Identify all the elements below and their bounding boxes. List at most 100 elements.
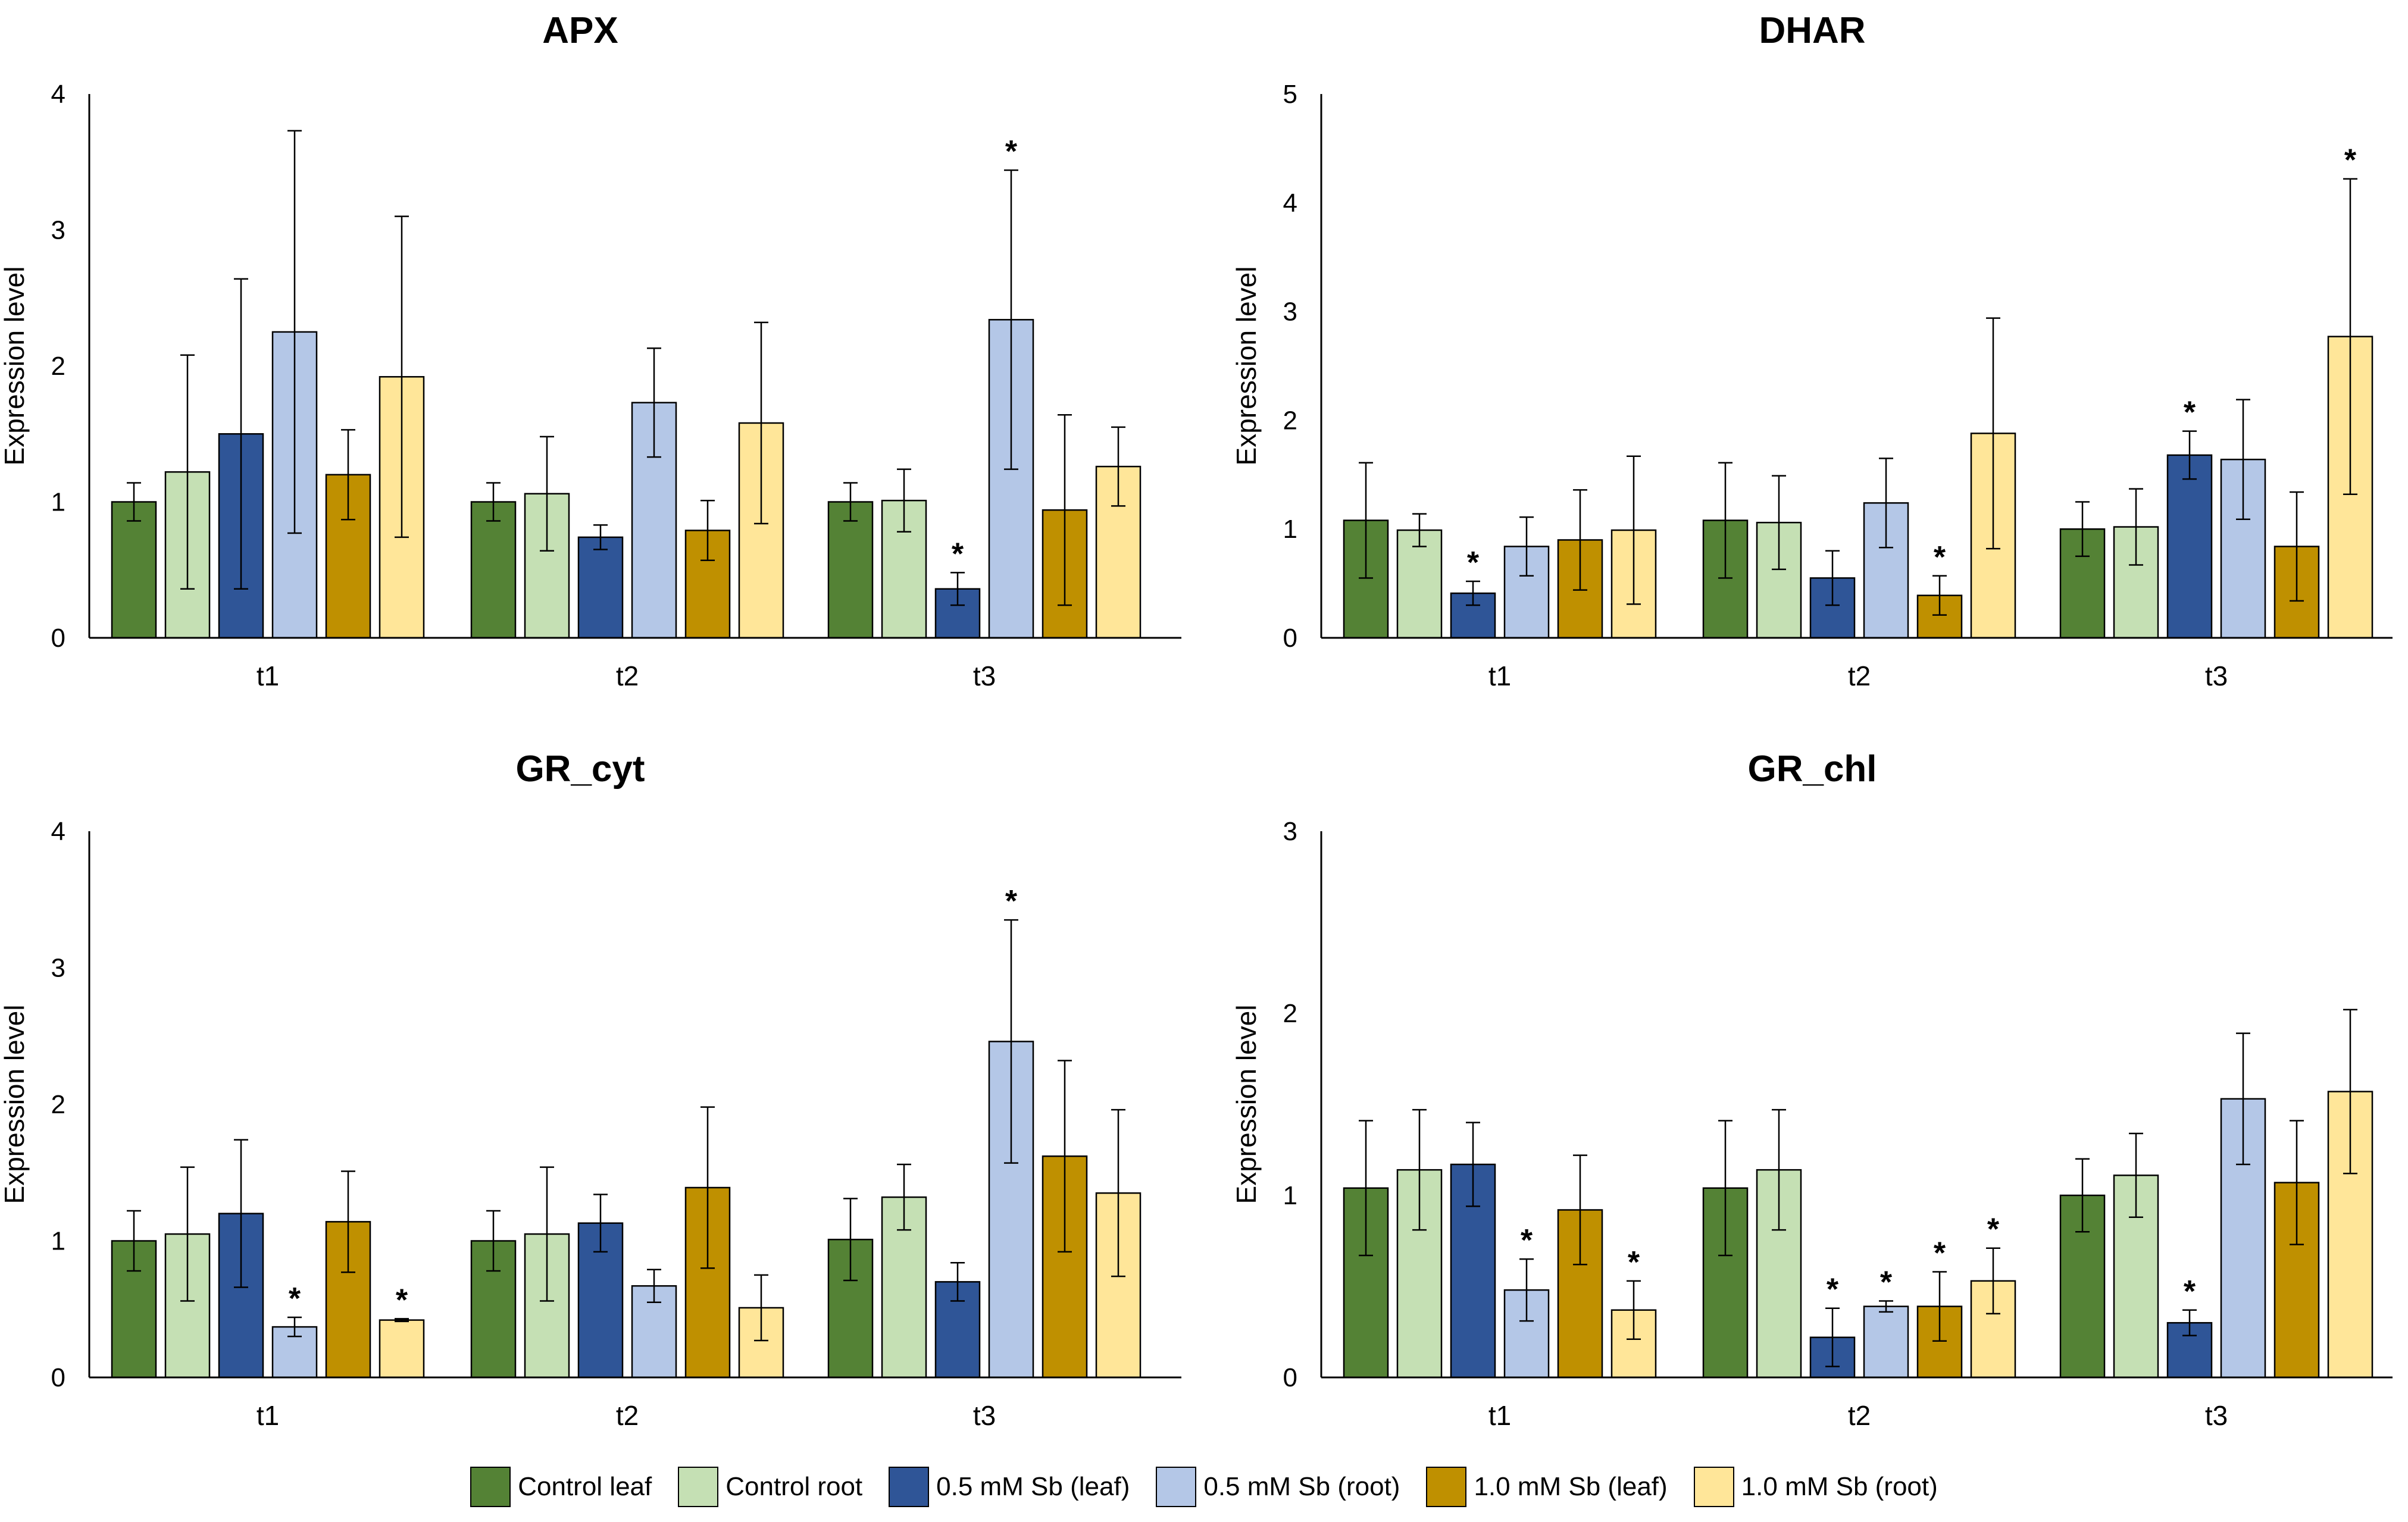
y-tick-label: 3 (51, 954, 65, 983)
significance-marker: * (289, 1282, 301, 1316)
x-tick-label: t1 (1488, 1400, 1511, 1431)
legend-label: Control leaf (518, 1472, 652, 1501)
category-group-t2 (470, 1106, 784, 1379)
x-tick-label: t3 (2205, 1400, 2228, 1431)
x-tick-label: t3 (973, 1400, 996, 1431)
significance-marker: * (1987, 1213, 2000, 1247)
y-tick-label: 5 (1283, 80, 1297, 109)
category-group-t2: * * * * (1702, 1108, 2016, 1379)
y-tick-label: 0 (1283, 624, 1297, 653)
y-tick-label: 1 (51, 488, 65, 517)
category-group-t1: * (1343, 455, 1657, 639)
category-group-t1: ** (1343, 1108, 1657, 1379)
legend-swatch (678, 1467, 719, 1507)
y-tick-label: 4 (1283, 189, 1297, 218)
significance-marker: * (396, 1283, 408, 1317)
category-group-t2 (470, 321, 784, 639)
y-tick-label: 4 (51, 80, 65, 109)
significance-marker: * (2344, 143, 2357, 178)
category-group-t2: * (1702, 317, 2016, 639)
bar (827, 501, 874, 639)
legend-label: Control root (725, 1472, 863, 1501)
x-tick-label: t2 (1848, 660, 1871, 691)
bar (738, 1307, 784, 1379)
bar (111, 501, 157, 639)
category-group-t3: ** (2059, 143, 2373, 639)
x-tick-label: t2 (616, 660, 639, 691)
x-tick-label: t2 (1848, 1400, 1871, 1431)
bar (577, 536, 624, 639)
legend-item: Control root (678, 1467, 862, 1507)
legend-item: 1.0 mM Sb (leaf) (1426, 1467, 1668, 1507)
y-axis-label: Expression level (1231, 267, 1262, 466)
x-tick-label: t3 (2205, 660, 2228, 691)
y-tick-label: 2 (1283, 999, 1297, 1028)
y-tick-label: 3 (1283, 297, 1297, 327)
bar (1396, 529, 1443, 639)
bar (2166, 454, 2213, 639)
legend-item: 0.5 mM Sb (leaf) (889, 1467, 1130, 1507)
legend-item: Control leaf (470, 1467, 652, 1507)
legend-label: 0.5 mM Sb (root) (1203, 1472, 1400, 1501)
bar (470, 501, 517, 639)
y-tick-label: 2 (51, 352, 65, 381)
legend-swatch (889, 1467, 930, 1507)
y-tick-label: 0 (51, 1363, 65, 1392)
legend-item: 0.5 mM Sb (root) (1156, 1467, 1400, 1507)
legend-swatch (470, 1467, 511, 1507)
significance-marker: * (1827, 1273, 1839, 1307)
x-tick-label: t1 (257, 660, 279, 691)
bar (1863, 1305, 1909, 1379)
bar (1396, 1169, 1443, 1379)
significance-marker: * (2184, 396, 2196, 430)
legend-swatch (1693, 1467, 1734, 1507)
y-tick-label: 2 (51, 1090, 65, 1119)
x-tick-label: t2 (616, 1400, 639, 1431)
y-tick-label: 3 (1283, 817, 1297, 846)
legend-label: 1.0 mM Sb (root) (1741, 1472, 1938, 1501)
legend-swatch (1426, 1467, 1467, 1507)
significance-marker: * (1934, 540, 1946, 575)
significance-marker: * (1628, 1245, 1640, 1280)
category-group-t3: * (2059, 1009, 2373, 1379)
category-group-t1: ** (111, 1139, 425, 1379)
panel-title: GR_cyt (515, 749, 645, 790)
category-group-t3: ** (827, 134, 1142, 639)
y-tick-label: 1 (51, 1227, 65, 1256)
panel-title: GR_chl (1747, 749, 1877, 790)
significance-marker: * (1005, 884, 1018, 919)
y-tick-label: 0 (51, 624, 65, 653)
y-tick-label: 3 (51, 216, 65, 245)
x-tick-label: t1 (257, 1400, 279, 1431)
y-tick-label: 1 (1283, 515, 1297, 544)
category-group-t3: * (827, 884, 1142, 1379)
panel-title: DHAR (1759, 10, 1865, 51)
y-axis-label: Expression level (1231, 1005, 1262, 1204)
x-tick-label: t3 (973, 660, 996, 691)
significance-marker: * (1005, 134, 1018, 169)
panel-title: APX (542, 10, 618, 51)
x-tick-label: t1 (1488, 660, 1511, 691)
y-tick-label: 0 (1283, 1363, 1297, 1392)
legend: Control leaf Control root 0.5 mM Sb (leaf)… (0, 1460, 2408, 1514)
y-axis-label: Expression level (0, 1005, 30, 1204)
significance-marker: * (1521, 1223, 1533, 1258)
y-tick-label: 4 (51, 817, 65, 846)
legend-item: 1.0 mM Sb (root) (1693, 1467, 1938, 1507)
significance-marker: * (1467, 546, 1480, 580)
y-tick-label: 2 (1283, 406, 1297, 435)
y-axis-label: Expression level (0, 267, 30, 466)
category-group-t1 (111, 130, 425, 639)
legend-label: 0.5 mM Sb (leaf) (936, 1472, 1130, 1501)
significance-marker: * (952, 537, 964, 571)
significance-marker: * (2184, 1274, 2196, 1309)
significance-marker: * (1934, 1236, 1946, 1271)
y-tick-label: 1 (1283, 1181, 1297, 1210)
legend-swatch (1156, 1467, 1197, 1507)
bar (379, 1319, 425, 1379)
